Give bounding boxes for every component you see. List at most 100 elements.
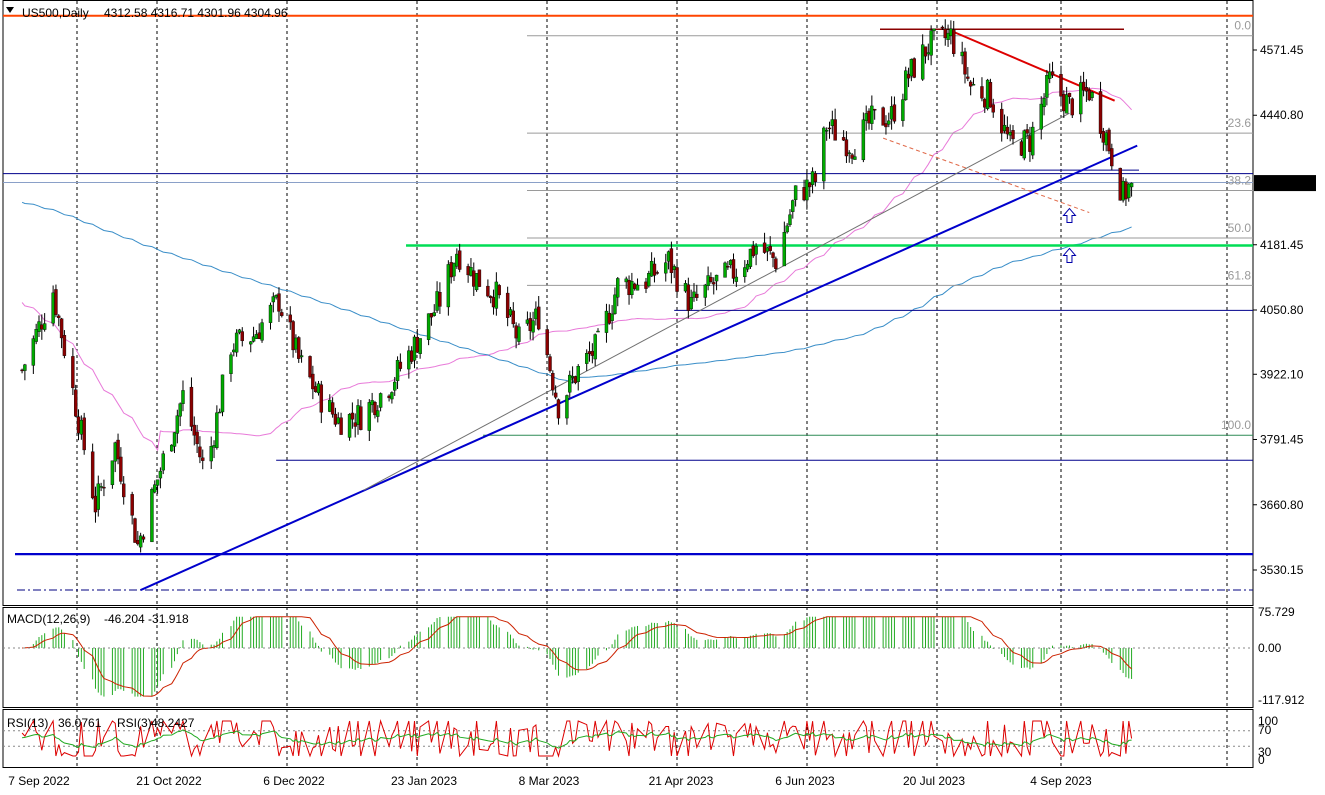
candle: [590, 350, 595, 356]
candle: [556, 399, 561, 419]
candle: [830, 119, 835, 126]
candle: [635, 284, 640, 291]
candle: [426, 313, 431, 340]
candle: [136, 540, 140, 545]
candle: [568, 374, 572, 393]
candle: [172, 432, 177, 447]
candle: [870, 105, 874, 124]
fib-level-label: 38.2: [1228, 174, 1252, 188]
candle: [387, 395, 391, 399]
macd-axis-label: -117.912: [1258, 693, 1305, 707]
candle: [280, 312, 284, 316]
candle: [745, 263, 750, 270]
rsi-pane: [2, 709, 1254, 768]
candle: [712, 282, 716, 285]
candle: [150, 489, 154, 543]
candle: [339, 417, 343, 435]
candle: [1045, 75, 1049, 98]
candle: [587, 351, 592, 354]
candle: [1090, 92, 1094, 98]
candle: [254, 334, 259, 339]
candle: [649, 261, 654, 277]
candle: [1081, 81, 1086, 91]
candle: [449, 262, 453, 278]
candle: [683, 283, 688, 292]
candle: [220, 374, 225, 413]
grey-trendline: [363, 112, 1070, 491]
candle: [96, 483, 100, 510]
candle: [271, 296, 276, 303]
candle: [765, 247, 770, 252]
candle: [1005, 126, 1010, 135]
candle: [1031, 126, 1035, 156]
candle: [920, 44, 925, 80]
candle: [1110, 148, 1114, 167]
candle: [311, 373, 315, 390]
candle: [477, 269, 482, 287]
candle: [347, 413, 352, 438]
macd-label: MACD(12,26,9): [7, 612, 90, 626]
candle: [40, 324, 44, 330]
candle: [178, 403, 182, 417]
chevron-down-icon[interactable]: [6, 7, 14, 13]
macd-pane: [2, 607, 1254, 708]
candle: [610, 313, 614, 321]
candle: [889, 106, 894, 120]
candle: [1067, 92, 1072, 97]
ohlc-values: 4312.58 4316.71 4301.96 4304.96: [104, 6, 288, 20]
candle: [664, 262, 668, 274]
candle: [785, 225, 789, 233]
candle: [491, 297, 496, 308]
candle: [446, 264, 451, 308]
candle: [1025, 129, 1029, 134]
candle: [666, 251, 671, 262]
candle: [926, 52, 931, 55]
x-axis-label: 7 Sep 2022: [8, 774, 70, 788]
candle: [968, 81, 973, 87]
candle: [613, 294, 617, 314]
candle: [788, 214, 792, 225]
candle: [1121, 180, 1125, 201]
candle: [51, 292, 55, 324]
candle: [138, 535, 143, 548]
candle: [316, 383, 321, 394]
candle: [432, 312, 436, 316]
dashed-channel-line: [882, 137, 1090, 213]
candle: [960, 51, 964, 57]
candle: [59, 318, 64, 339]
candle: [429, 313, 434, 318]
macd-axis-label: 75.729: [1258, 605, 1295, 619]
candle: [841, 137, 846, 141]
candle: [808, 182, 812, 188]
rsi-axis-label: 100: [1258, 714, 1278, 728]
arrow-up-icon: [1062, 207, 1077, 224]
candle: [291, 321, 295, 351]
candle: [1011, 130, 1015, 140]
candle: [991, 104, 995, 113]
candle: [299, 355, 304, 358]
candle: [774, 258, 778, 269]
candle: [751, 245, 755, 257]
candle: [330, 402, 335, 415]
candle: [175, 415, 180, 434]
candle: [378, 393, 383, 408]
y-axis-label: 4571.45: [1260, 43, 1304, 57]
candle: [229, 354, 233, 374]
candle: [1042, 98, 1046, 108]
candle: [630, 281, 634, 295]
candle: [963, 51, 967, 75]
trendline[interactable]: [140, 144, 1138, 591]
candle: [328, 399, 332, 412]
x-axis-label: 6 Dec 2022: [263, 774, 325, 788]
x-axis-label: 21 Oct 2022: [136, 774, 202, 788]
candle: [20, 369, 24, 372]
candle: [531, 320, 535, 333]
candle: [1064, 94, 1069, 114]
candle: [517, 326, 521, 342]
candle: [906, 73, 911, 79]
candle: [74, 389, 78, 417]
candle: [435, 291, 439, 311]
candle: [1098, 91, 1103, 134]
rsi3-value: 48.2427: [151, 716, 195, 730]
